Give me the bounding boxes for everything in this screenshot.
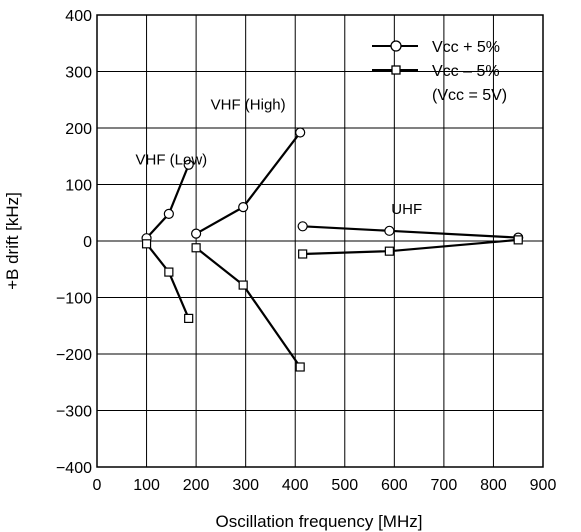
plot-frame xyxy=(96,14,544,468)
y-tick-label: −300 xyxy=(56,404,92,421)
x-tick-label: 200 xyxy=(183,477,210,494)
y-axis-title: +B drift [kHz] xyxy=(3,192,22,290)
data-point-square xyxy=(191,243,201,253)
x-tick-label: 0 xyxy=(93,477,102,494)
band-label: VHF (High) xyxy=(211,96,286,113)
legend-circle-icon xyxy=(390,40,402,52)
tick-labels: 0 100 200 300 400 500 600 700 800 900 400 300 200 100… xyxy=(56,8,556,494)
data-point-square xyxy=(141,239,152,249)
y-tick-label: 0 xyxy=(83,234,92,251)
data-point-circle xyxy=(163,208,174,219)
legend-note: (Vcc = 5V) xyxy=(432,87,507,104)
series-line xyxy=(302,225,519,239)
band-label: VHF (Low) xyxy=(135,152,207,169)
y-tick-label: −100 xyxy=(56,291,92,308)
band-label: UHF xyxy=(391,201,422,218)
annotations: VHF (Low) VHF (High) UHF xyxy=(135,96,422,218)
legend: Vcc + 5% Vcc – 5% (Vcc = 5V) xyxy=(372,39,507,104)
x-tick-label: 900 xyxy=(530,477,557,494)
series-line xyxy=(195,131,302,235)
data-point-circle xyxy=(384,225,395,236)
legend-square-icon xyxy=(391,65,401,75)
x-tick-label: 400 xyxy=(282,477,309,494)
data-markers xyxy=(141,127,524,372)
data-point-circle xyxy=(295,127,306,138)
data-point-circle xyxy=(183,159,194,170)
y-tick-label: 300 xyxy=(65,65,92,82)
y-tick-label: −200 xyxy=(56,347,92,364)
x-tick-label: 100 xyxy=(133,477,160,494)
x-axis-title: Oscillation frequency [MHz] xyxy=(216,512,423,531)
x-tick-label: 500 xyxy=(331,477,358,494)
series-line xyxy=(145,164,190,239)
data-point-square xyxy=(513,235,523,245)
y-tick-label: 100 xyxy=(65,178,92,195)
x-tick-label: 800 xyxy=(480,477,507,494)
x-tick-label: 600 xyxy=(381,477,408,494)
x-tick-label: 700 xyxy=(431,477,458,494)
series-line xyxy=(302,238,519,256)
data-point-square xyxy=(238,280,248,290)
data-point-square xyxy=(295,362,305,372)
data-point-circle xyxy=(297,221,308,232)
series-line xyxy=(145,243,190,319)
x-tick-label: 300 xyxy=(232,477,259,494)
legend-label-vcc-plus: Vcc + 5% xyxy=(432,39,500,56)
grid xyxy=(96,14,544,468)
legend-label-vcc-minus: Vcc – 5% xyxy=(432,63,500,80)
y-tick-label: 400 xyxy=(65,8,92,25)
y-tick-label: −400 xyxy=(56,460,92,477)
data-point-square xyxy=(298,249,308,259)
data-point-circle xyxy=(238,202,249,213)
y-tick-label: 200 xyxy=(65,121,92,138)
data-point-square xyxy=(384,246,394,256)
series-line xyxy=(195,246,302,368)
data-point-square xyxy=(184,313,194,324)
data-point-circle xyxy=(191,228,202,239)
data-point-square xyxy=(164,267,174,277)
